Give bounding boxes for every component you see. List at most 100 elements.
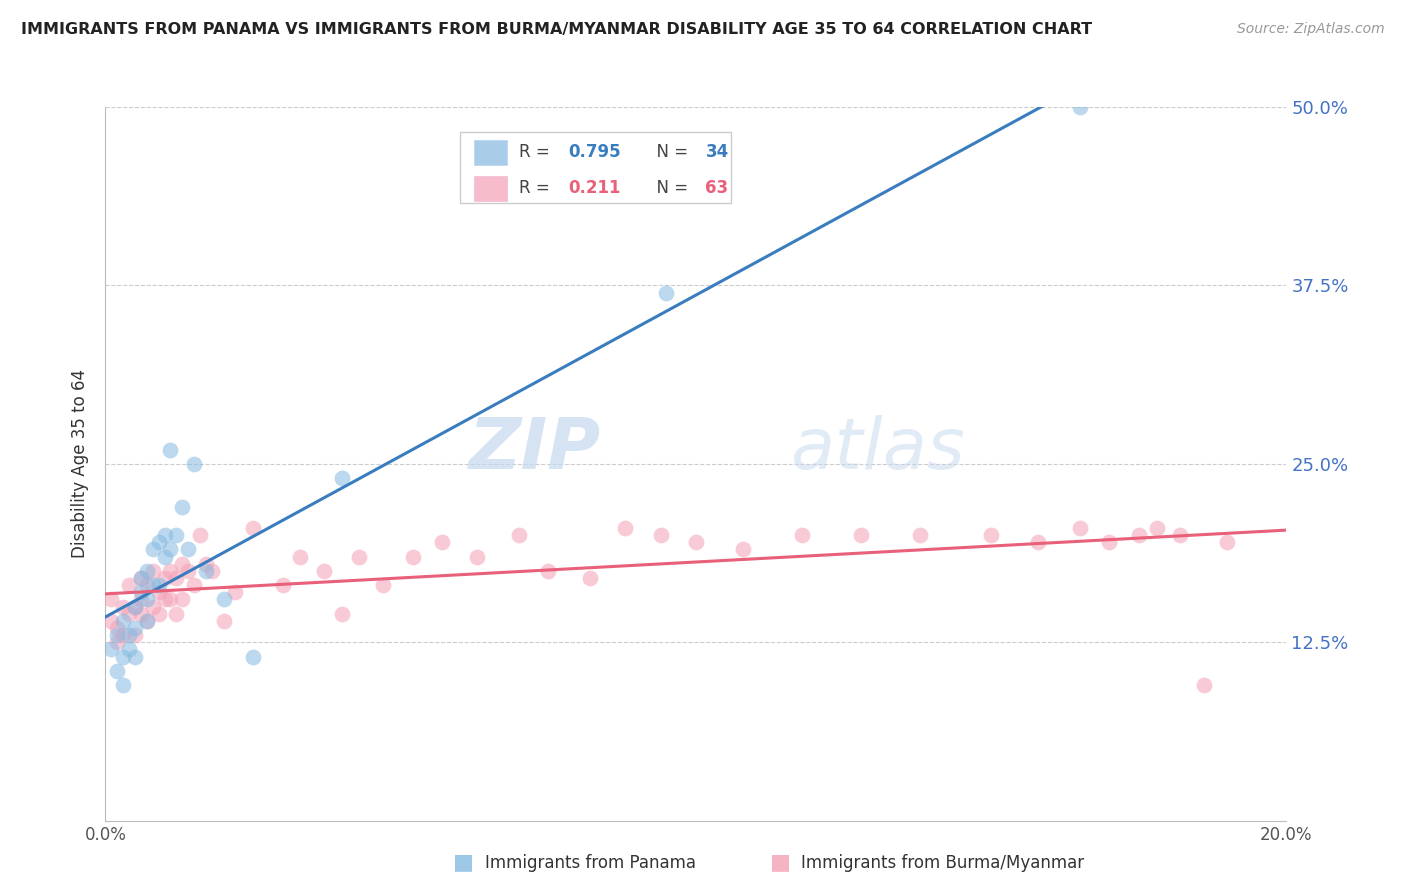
Point: [371, 578, 394, 592]
Point: [118, 642, 141, 657]
Point: [100, 592, 122, 607]
Text: R =: R =: [519, 143, 555, 161]
Point: [172, 592, 194, 607]
Point: [650, 528, 672, 542]
Point: [135, 614, 157, 628]
Point: [112, 628, 135, 642]
Text: 34: 34: [706, 143, 728, 161]
Point: [105, 635, 128, 649]
Point: [271, 578, 294, 592]
Point: [614, 521, 637, 535]
Point: [165, 571, 187, 585]
Point: [1069, 100, 1091, 114]
Point: [224, 585, 246, 599]
Text: Source: ZipAtlas.com: Source: ZipAtlas.com: [1237, 22, 1385, 37]
Point: [537, 564, 560, 578]
Point: [242, 521, 264, 535]
Point: [685, 535, 707, 549]
Point: [212, 592, 235, 607]
Point: [148, 578, 170, 592]
Point: [142, 599, 165, 614]
Point: [733, 542, 755, 557]
Point: [1098, 535, 1121, 549]
Point: [148, 607, 170, 621]
Point: [112, 649, 135, 664]
Point: [129, 607, 152, 621]
Point: [330, 607, 353, 621]
Point: [159, 592, 181, 607]
Point: [135, 592, 157, 607]
Point: [105, 664, 128, 678]
Point: [212, 614, 235, 628]
Point: [177, 542, 200, 557]
Point: [578, 571, 600, 585]
Point: [349, 549, 371, 564]
Point: [1128, 528, 1150, 542]
Point: [105, 628, 128, 642]
Point: [242, 649, 264, 664]
Point: [910, 528, 932, 542]
Y-axis label: Disability Age 35 to 64: Disability Age 35 to 64: [72, 369, 90, 558]
Point: [112, 599, 135, 614]
Point: [124, 599, 146, 614]
Text: ■: ■: [454, 853, 474, 872]
Point: [1216, 535, 1239, 549]
Point: [165, 607, 187, 621]
Point: [165, 528, 187, 542]
Point: [148, 535, 170, 549]
Point: [100, 614, 122, 628]
Point: [312, 564, 335, 578]
Point: [129, 592, 152, 607]
Text: Immigrants from Burma/Myanmar: Immigrants from Burma/Myanmar: [801, 855, 1084, 872]
Point: [172, 500, 194, 514]
Point: [508, 528, 530, 542]
Point: [159, 542, 181, 557]
Text: 63: 63: [706, 178, 728, 196]
Point: [1168, 528, 1191, 542]
Point: [105, 621, 128, 635]
Point: [177, 564, 200, 578]
FancyBboxPatch shape: [474, 176, 508, 201]
Point: [183, 457, 205, 471]
Point: [135, 564, 157, 578]
Point: [118, 607, 141, 621]
Text: R =: R =: [519, 178, 560, 196]
Point: [194, 564, 217, 578]
Point: [153, 571, 176, 585]
Point: [201, 564, 224, 578]
Point: [129, 571, 152, 585]
Point: [1192, 678, 1215, 692]
Point: [1146, 521, 1168, 535]
Point: [112, 614, 135, 628]
Text: atlas: atlas: [790, 415, 965, 484]
Text: ZIP: ZIP: [470, 415, 602, 484]
Point: [159, 564, 181, 578]
Point: [1069, 521, 1091, 535]
Text: N =: N =: [647, 143, 693, 161]
Point: [792, 528, 814, 542]
Point: [142, 542, 165, 557]
Point: [1028, 535, 1050, 549]
Text: 0.795: 0.795: [568, 143, 621, 161]
Point: [124, 621, 146, 635]
Point: [430, 535, 453, 549]
Point: [194, 557, 217, 571]
Point: [135, 578, 157, 592]
Point: [135, 614, 157, 628]
Point: [401, 549, 423, 564]
Point: [124, 649, 146, 664]
Point: [118, 628, 141, 642]
Point: [129, 585, 152, 599]
Point: [153, 592, 176, 607]
FancyBboxPatch shape: [474, 140, 508, 165]
Point: [980, 528, 1002, 542]
Point: [290, 549, 312, 564]
Point: [142, 578, 165, 592]
Point: [655, 285, 678, 300]
Point: [124, 628, 146, 642]
Point: [183, 578, 205, 592]
Text: 0.211: 0.211: [568, 178, 621, 196]
Point: [129, 571, 152, 585]
Point: [153, 549, 176, 564]
Point: [188, 528, 211, 542]
